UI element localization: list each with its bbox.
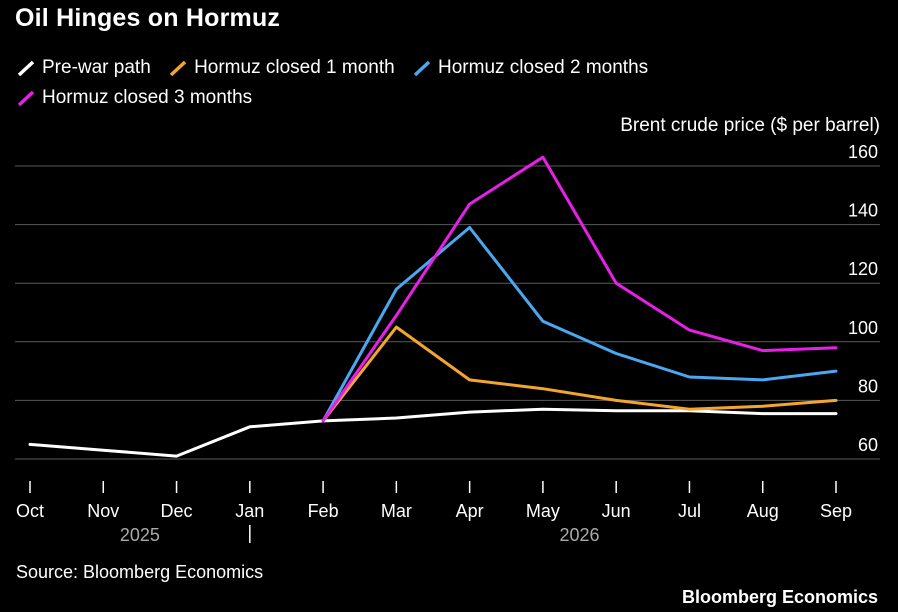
x-tick-label-apr: Apr: [456, 501, 484, 521]
x-tick-label-nov: Nov: [87, 501, 119, 521]
legend-swatch-closed-3-months: [17, 90, 35, 107]
chart-title: Oil Hinges on Hormuz: [15, 4, 281, 32]
series-line-pre-war-path: [28, 407, 838, 458]
x-tick-label-sep: Sep: [820, 501, 852, 521]
x-tick-label-aug: Aug: [747, 501, 779, 521]
series-line-hormuz-closed-3-months: [321, 155, 838, 423]
x-tick-label-dec: Dec: [161, 501, 193, 521]
legend-item-pre-war: Pre-war path: [16, 55, 151, 81]
y-tick-label-160: 160: [848, 142, 878, 162]
legend-item-closed-3-months: Hormuz closed 3 months: [16, 85, 252, 111]
x-axis: Oct Nov Dec Jan Feb Mar Apr May Jun Jul Aug Sep 2025…: [16, 481, 852, 545]
legend-label-closed-3-months: Hormuz closed 3 months: [42, 87, 253, 108]
legend-swatch-pre-war: [17, 60, 35, 77]
series-line-hormuz-closed-2-months: [321, 226, 838, 423]
year-label-2026: 2026: [560, 525, 600, 545]
legend-label-pre-war: Pre-war path: [42, 57, 151, 78]
year-label-2025: 2025: [120, 525, 160, 545]
legend-swatch-closed-2-months: [413, 60, 431, 77]
y-tick-label-140: 140: [848, 201, 878, 221]
legend-label-closed-1-month: Hormuz closed 1 month: [194, 57, 395, 78]
y-tick-label-120: 120: [848, 259, 878, 279]
legend-item-closed-1-month: Hormuz closed 1 month: [168, 55, 395, 81]
legend-item-closed-2-months: Hormuz closed 2 months: [412, 55, 648, 81]
series-lines: [28, 155, 838, 458]
x-tick-label-jan: Jan: [235, 501, 264, 521]
y-tick-label-60: 60: [858, 435, 878, 455]
y-tick-label-80: 80: [858, 376, 878, 396]
series-line-hormuz-closed-1-month: [321, 325, 838, 423]
x-tick-label-jul: Jul: [678, 501, 701, 521]
y-tick-label-100: 100: [848, 318, 878, 338]
brand-logo-text: Bloomberg Economics: [681, 587, 878, 607]
chart-legend: Pre-war path Hormuz closed 1 month Hormu…: [16, 55, 796, 115]
legend-swatch-closed-1-month: [169, 60, 187, 77]
x-tick-label-jun: Jun: [602, 501, 631, 521]
x-tick-label-mar: Mar: [381, 501, 412, 521]
x-tick-label-oct: Oct: [16, 501, 44, 521]
y-axis-label: Brent crude price ($ per barrel): [620, 115, 880, 136]
y-axis-ticks: 60 80 100 120 140 160: [848, 142, 878, 455]
legend-label-closed-2-months: Hormuz closed 2 months: [438, 57, 649, 78]
source-note: Source: Bloomberg Economics: [16, 562, 264, 582]
x-tick-label-may: May: [526, 501, 560, 521]
x-tick-label-feb: Feb: [308, 501, 339, 521]
